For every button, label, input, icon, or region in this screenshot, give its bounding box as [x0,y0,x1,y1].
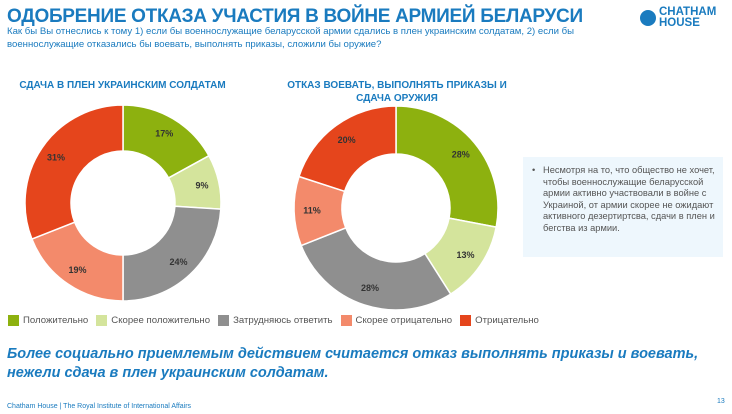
data-label: 31% [47,152,65,162]
data-label: 28% [452,149,470,159]
note-box: • Несмотря на то, что общество не хочет,… [523,157,723,257]
note-text: Несмотря на то, что общество не хочет, ч… [543,165,715,233]
data-label: 28% [361,283,379,293]
legend-item: Скорее отрицательно [340,315,452,326]
question-text: Как бы Вы отнеслись к тому 1) если бы во… [7,26,575,50]
data-label: 11% [303,206,321,216]
legend-item: Отрицательно [460,315,539,326]
bullet: • [532,165,536,175]
legend-item: Скорее положительно [96,315,210,326]
donut-segment [300,226,452,311]
chatham-house-logo: CHATHAM HOUSE [640,6,719,29]
donut-segment [122,205,222,302]
donut-segment [395,105,499,228]
legend: Положительно Скорее положительно Затрудн… [8,315,539,326]
data-label: 20% [338,135,356,145]
chart-title-right: ОТКАЗ ВОЕВАТЬ, ВЫПОЛНЯТЬ ПРИКАЗЫ И СДАЧА… [287,80,507,104]
legend-item: Положительно [8,315,88,326]
donut-segment [298,105,397,193]
legend-item: Затрудняюсь ответить [218,315,333,326]
page-number: 13 [717,398,725,405]
data-label: 24% [169,257,187,267]
page-title: ОДОБРЕНИЕ ОТКАЗА УЧАСТИЯ В ВОЙНЕ АРМИЕЙ … [7,6,583,27]
conclusion: Более социально приемлемым действием счи… [7,346,699,381]
chart-title-left: СДАЧА В ПЛЕН УКРАИНСКИМ СОЛДАТАМ [19,80,226,91]
footer: Chatham House | The Royal Institute of I… [7,403,192,410]
data-label: 13% [456,250,474,260]
data-label: 17% [155,128,173,138]
data-label: 9% [196,180,209,190]
data-label: 19% [68,265,86,275]
donut-segment [24,104,124,241]
globe-icon [640,10,656,26]
